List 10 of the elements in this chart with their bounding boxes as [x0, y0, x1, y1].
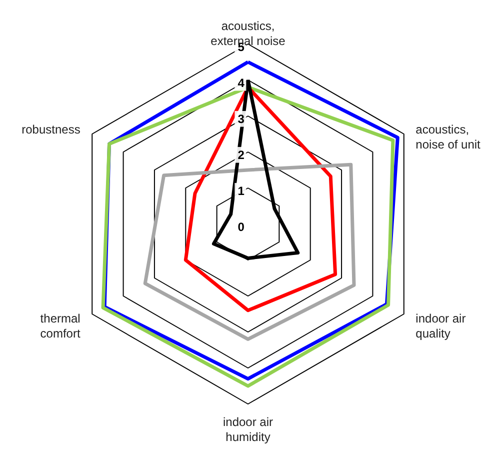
spoke-label: indoor air humidity — [222, 415, 274, 444]
spoke-label: robustness — [22, 122, 80, 136]
y-tick-label: 0 — [238, 220, 245, 234]
y-tick-label: 2 — [238, 148, 245, 162]
spoke-label: indoor air quality — [416, 312, 466, 340]
spoke-label: acoustics, noise of unit — [416, 122, 482, 152]
y-tick-label: 3 — [238, 112, 245, 126]
y-tick-label: 4 — [238, 76, 245, 90]
y-tick-label: 1 — [238, 184, 245, 198]
spoke-label: thermal comfort — [40, 312, 81, 340]
